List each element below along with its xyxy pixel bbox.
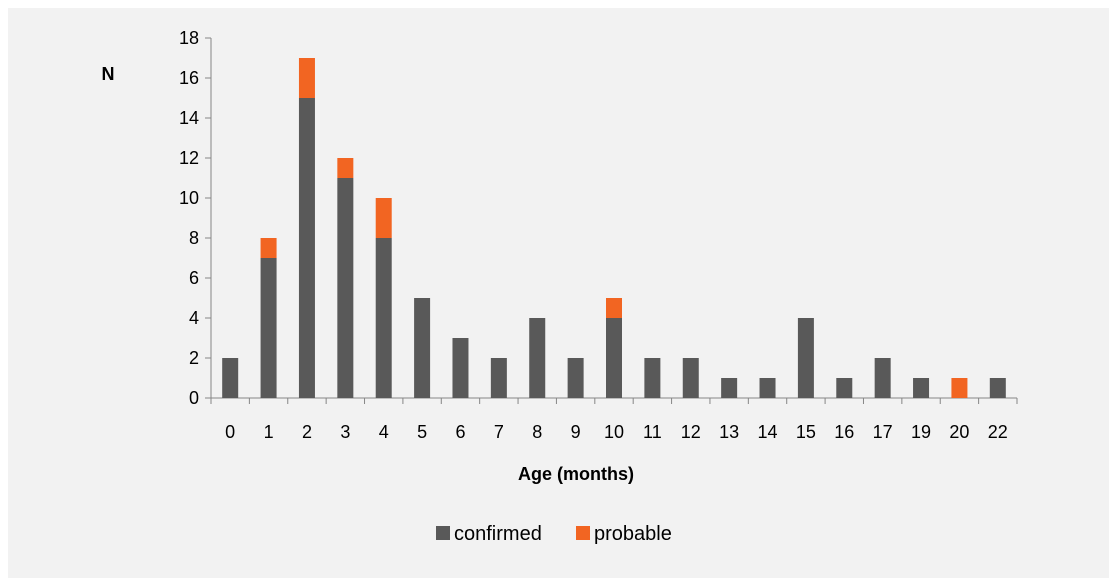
legend-label-confirmed: confirmed [454, 523, 542, 545]
y-tick-label: 14 [179, 108, 199, 128]
y-axis: 0 2 4 6 8 10 12 14 16 18 [179, 28, 212, 408]
bar-confirmed [606, 318, 622, 398]
x-tick-label: 3 [340, 422, 350, 442]
x-tick-label: 12 [681, 422, 701, 442]
bar-confirmed [644, 358, 661, 398]
bar-probable [375, 198, 392, 238]
bar-confirmed [222, 358, 239, 398]
bar-confirmed [414, 298, 431, 398]
x-tick-label: 0 [225, 422, 235, 442]
bar-confirmed [913, 378, 930, 398]
bar-confirmed [452, 338, 469, 398]
bar-confirmed [797, 318, 814, 398]
bar-confirmed [759, 378, 776, 398]
x-tick-label: 1 [264, 422, 274, 442]
x-tick-label: 10 [604, 422, 624, 442]
bar-confirmed [682, 358, 699, 398]
bar-confirmed [298, 98, 315, 398]
y-tick-label: 16 [179, 68, 199, 88]
bar-confirmed [490, 358, 507, 398]
x-tick-label: 2 [302, 422, 312, 442]
legend-swatch-confirmed [436, 526, 450, 540]
x-tick-label: 22 [988, 422, 1008, 442]
x-axis-title: Age (months) [518, 464, 634, 484]
x-axis: 0 1 2 3 4 5 6 7 8 9 10 11 12 13 14 15 16 17 19 20 22 [210, 397, 1018, 442]
y-tick-label: 4 [189, 308, 199, 328]
bar-confirmed [836, 378, 853, 398]
y-tick-label: 6 [189, 268, 199, 288]
y-axis-title: N [102, 64, 115, 84]
x-tick-label: 20 [949, 422, 969, 442]
x-tick-label: 15 [796, 422, 816, 442]
x-tick-label: 6 [455, 422, 465, 442]
bar-confirmed [874, 358, 891, 398]
x-tick-label: 19 [911, 422, 931, 442]
x-tick-label: 13 [719, 422, 739, 442]
y-tick-label: 8 [189, 228, 199, 248]
chart-panel: 0 2 4 6 8 10 12 14 16 18 0 1 2 3 4 5 6 7 8 9 10 11 12 13 14 15 16… [8, 8, 1109, 578]
x-tick-label: 7 [494, 422, 504, 442]
y-tick-label: 0 [189, 388, 199, 408]
x-tick-label: 8 [532, 422, 542, 442]
y-tick-label: 12 [179, 148, 199, 168]
bar-confirmed [529, 318, 546, 398]
bar-confirmed [260, 258, 277, 398]
legend: confirmed probable [436, 523, 672, 545]
x-tick-label: 9 [571, 422, 581, 442]
bar-probable [606, 298, 622, 318]
bar-confirmed [337, 178, 354, 398]
bar-confirmed [989, 378, 1006, 398]
bar-confirmed [375, 238, 392, 398]
bar-confirmed [567, 358, 584, 398]
bar-probable [337, 158, 354, 178]
x-tick-label: 17 [873, 422, 893, 442]
legend-swatch-probable [576, 526, 590, 540]
x-tick-label: 14 [758, 422, 778, 442]
x-tick-label: 16 [834, 422, 854, 442]
bars [222, 58, 1006, 398]
y-tick-label: 18 [179, 28, 199, 48]
x-tick-label: 5 [417, 422, 427, 442]
bar-probable [951, 378, 968, 398]
bar-confirmed [721, 378, 738, 398]
y-tick-label: 10 [179, 188, 199, 208]
x-tick-label: 11 [643, 422, 662, 442]
y-tick-label: 2 [189, 348, 199, 368]
x-tick-label: 4 [379, 422, 389, 442]
legend-label-probable: probable [594, 523, 672, 545]
bar-probable [260, 238, 277, 258]
bar-probable [298, 58, 315, 98]
